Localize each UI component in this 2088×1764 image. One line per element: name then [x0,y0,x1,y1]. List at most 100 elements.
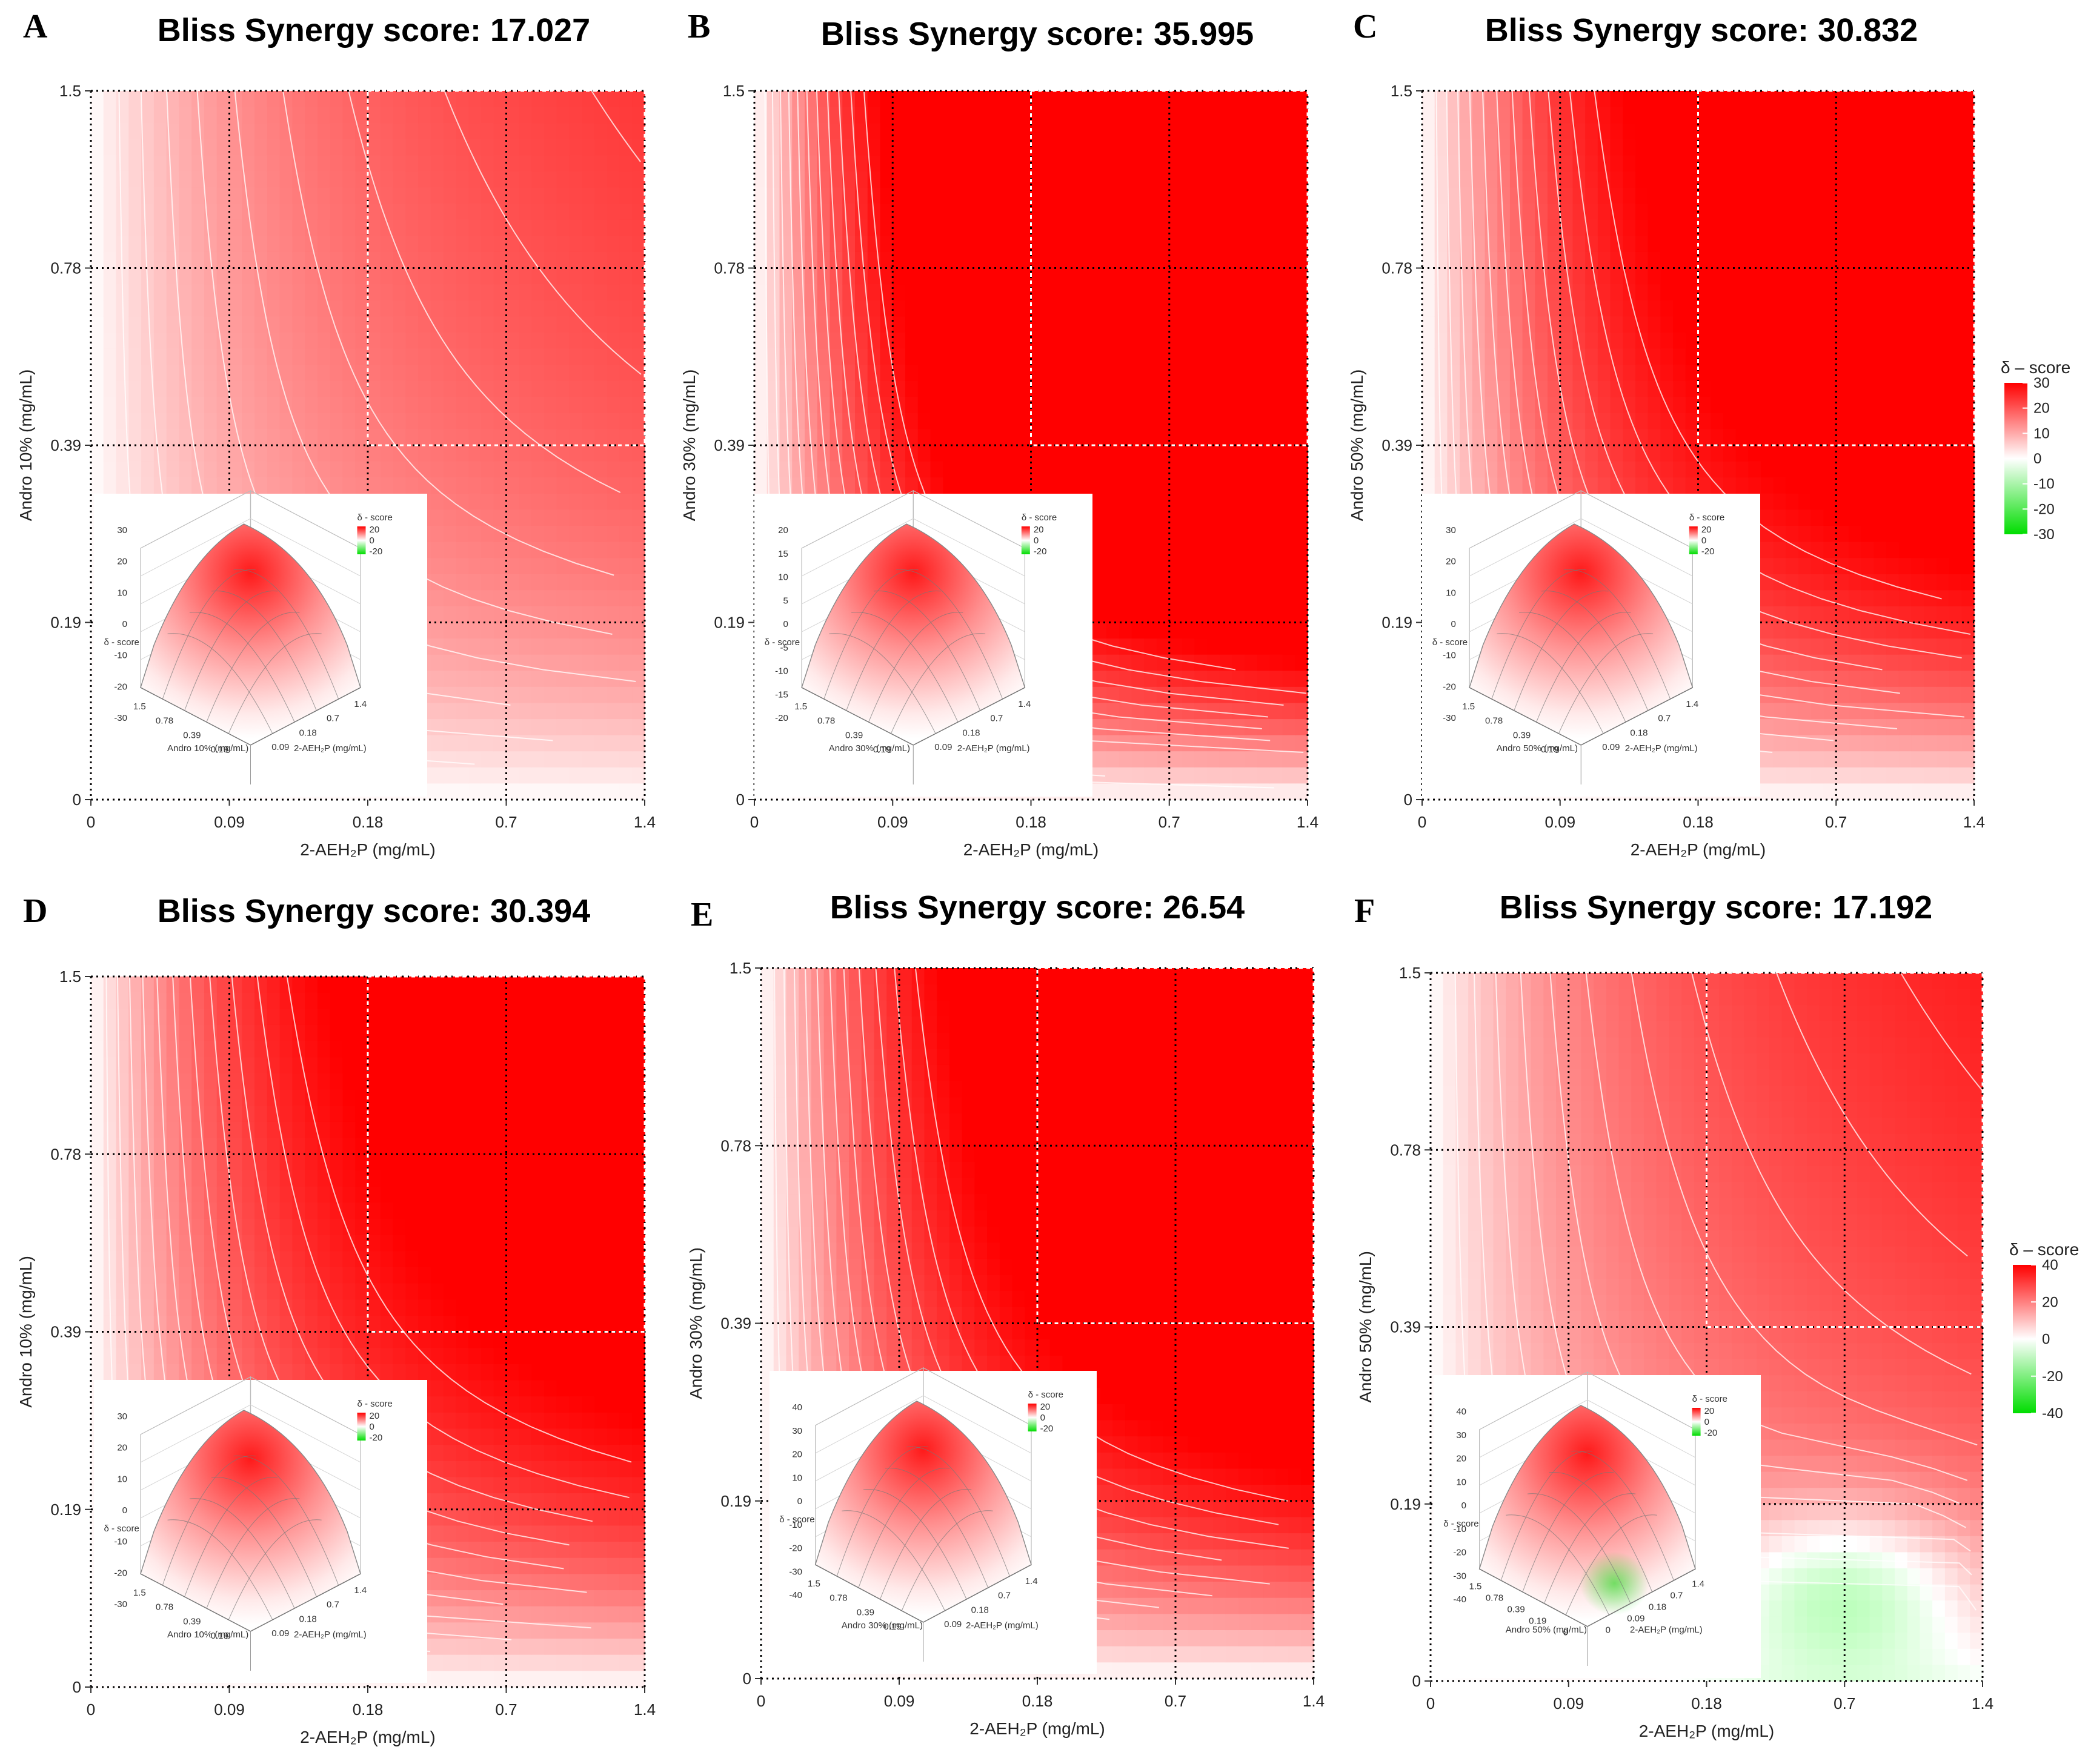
heatmap-cell [1106,284,1120,301]
heatmap-cell [880,268,893,285]
heatmap-cell [867,300,881,317]
heatmap-cell [594,735,608,752]
heatmap-cell [1144,429,1157,446]
heatmap-cell [405,316,419,333]
heatmap-cell [1207,493,1220,511]
heatmap-cell [792,348,805,365]
heatmap-cell [544,107,557,124]
heatmap-cell [242,123,255,140]
heatmap-cell [1006,397,1019,414]
heatmap-cell [179,348,192,365]
heatmap-cell [1295,574,1308,591]
heatmap-cell [830,155,843,172]
heatmap-cell [1081,268,1094,285]
heatmap-cell [867,91,881,108]
heatmap-cell [1572,139,1586,156]
heatmap-cell [1257,348,1271,365]
heatmap-cell [1157,251,1170,269]
heatmap-cell [1585,316,1598,333]
heatmap-cell [632,525,645,543]
heatmap-cell [430,622,444,639]
heatmap-cell [1673,219,1686,237]
heatmap-cell [317,429,331,446]
heatmap-cell [968,284,982,301]
heatmap-cell [393,445,407,462]
heatmap-cell [1094,348,1107,365]
heatmap-cell [930,316,943,333]
heatmap-cell [166,284,180,301]
heatmap-cell [519,316,532,333]
heatmap-cell [305,123,318,140]
heatmap-cell [1647,155,1661,172]
heatmap-cell [493,316,507,333]
heatmap-cell [980,91,994,108]
heatmap-cell [103,219,117,237]
heatmap-cell [430,268,444,285]
heatmap-cell [393,268,407,285]
heatmap-cell [1282,300,1295,317]
heatmap-cell [531,509,545,526]
heatmap-cell [1106,107,1120,124]
heatmap-cell [405,332,419,350]
heatmap-cell [1119,622,1132,639]
heatmap-cell [267,477,281,494]
heatmap-cell [1447,365,1460,382]
heatmap-cell [254,123,268,140]
heatmap-cell [556,91,570,108]
heatmap-cell [1269,365,1283,382]
heatmap-cell [179,187,192,204]
heatmap-cell [943,284,956,301]
heatmap-cell [569,397,582,414]
heatmap-cell [632,493,645,511]
heatmap-cell [1597,268,1611,285]
heatmap-cell [166,155,180,172]
heatmap-cell [355,284,368,301]
heatmap-cell [1245,671,1258,688]
heatmap-cell [980,155,994,172]
heatmap-cell [380,300,394,317]
heatmap-cell [1068,316,1082,333]
heatmap-cell [607,107,620,124]
heatmap-cell [342,413,356,430]
heatmap-cell [430,606,444,623]
heatmap-cell [1282,606,1295,623]
heatmap-cell [179,477,192,494]
heatmap-cell [191,139,205,156]
heatmap-cell [1232,477,1245,494]
heatmap-cell [1144,365,1157,382]
heatmap-cell [1535,204,1548,220]
heatmap-cell [956,413,969,430]
heatmap-cell [204,268,218,285]
heatmap-cell [1447,204,1460,220]
heatmap-cell [632,316,645,333]
heatmap-cell [766,300,780,317]
heatmap-cell [204,123,218,140]
heatmap-cell [418,268,431,285]
heatmap-cell [531,268,545,285]
heatmap-cell [116,251,130,269]
heatmap-cell [242,284,255,301]
heatmap-cell [1207,139,1220,156]
heatmap-cell [531,622,545,639]
heatmap-cell [493,542,507,559]
heatmap-cell [1635,155,1649,172]
heatmap-cell [1585,107,1598,124]
heatmap-cell [544,654,557,671]
heatmap-cell [468,348,482,365]
heatmap-cell [905,268,919,285]
heatmap-cell [943,139,956,156]
heatmap-cell [607,91,620,108]
heatmap-cell [607,654,620,671]
heatmap-cell [1119,91,1132,108]
heatmap-cell [1257,332,1271,350]
heatmap-cell [480,783,494,800]
heatmap-cell [317,397,331,414]
heatmap-cell [1119,558,1132,575]
heatmap-cell [279,380,293,397]
heatmap-cell [766,316,780,333]
heatmap-cell [1257,606,1271,623]
heatmap-cell [930,284,943,301]
heatmap-cell [1647,171,1661,188]
heatmap-cell [1673,413,1686,430]
heatmap-cell [917,139,931,156]
